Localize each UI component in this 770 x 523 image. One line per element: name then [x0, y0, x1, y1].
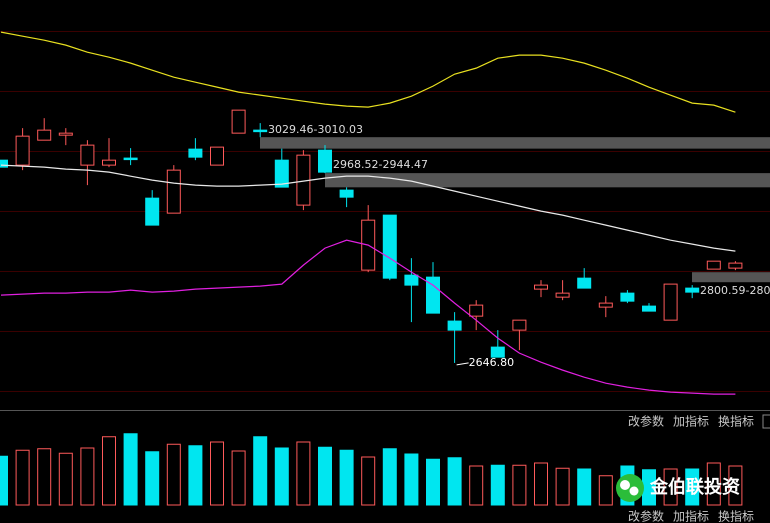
volume-bar: [80, 447, 95, 506]
volume-bar: [231, 450, 246, 506]
volume-bar: [555, 467, 570, 506]
gap-box: [325, 173, 770, 188]
candle-body: [728, 262, 743, 269]
toolbar-box[interactable]: [762, 414, 770, 429]
volume-bar: [426, 458, 440, 506]
candle-body: [642, 305, 656, 312]
candle-body: [166, 169, 181, 214]
volume-bar: [253, 436, 268, 506]
volume-bar: [339, 449, 354, 506]
toolbar-button[interactable]: 换指标: [718, 509, 754, 523]
candle-body: [663, 283, 678, 321]
volume-bar: [447, 457, 462, 506]
watermark-icon: [629, 486, 639, 496]
volume-bar: [512, 464, 527, 506]
gap-box: [692, 272, 770, 283]
candle-body: [577, 277, 592, 289]
candle-body: [555, 292, 570, 298]
volume-bar: [361, 456, 376, 506]
candle-body: [382, 214, 397, 279]
candle-body: [620, 292, 635, 302]
volume-bar: [598, 475, 613, 506]
toolbar-button[interactable]: 换指标: [718, 414, 754, 429]
candle-body: [512, 319, 527, 331]
volume-bar: [0, 455, 8, 506]
toolbar-button[interactable]: 加指标: [673, 509, 709, 523]
moving-average: [0, 239, 736, 395]
watermark: 金伯联投资: [649, 476, 740, 498]
candle-body: [102, 159, 116, 166]
marker-arrow: [456, 362, 469, 366]
volume-bar: [58, 452, 73, 506]
volume-bar: [102, 436, 116, 506]
toolbar-button[interactable]: 改参数: [628, 414, 664, 429]
candle-body: [188, 148, 203, 158]
volume-bar: [296, 441, 311, 506]
candle-body: [123, 157, 138, 161]
candle-body: [685, 287, 700, 293]
volume-bar: [404, 453, 419, 506]
candle-body: [58, 132, 73, 136]
candle-body: [0, 159, 8, 168]
toolbar-button[interactable]: 改参数: [628, 509, 664, 523]
volume-bar: [145, 451, 160, 506]
volume-bar: [728, 465, 743, 506]
low-label: 2646.80: [469, 356, 514, 369]
gap-label: 3029.46-3010.03: [268, 123, 363, 136]
volume-bar: [188, 445, 203, 506]
volume-bar: [469, 465, 484, 506]
candle-body: [447, 320, 462, 331]
volume-bar: [123, 433, 138, 506]
volume-bar: [534, 462, 548, 506]
volume-bar: [490, 464, 505, 506]
candle-body: [706, 260, 721, 270]
toolbar-button[interactable]: 加指标: [673, 414, 709, 429]
volume-bar: [685, 468, 700, 506]
candle-body: [253, 129, 268, 133]
candle-body: [80, 144, 95, 166]
watermark-icon: [616, 474, 644, 502]
candle-body: [37, 129, 52, 141]
gap-box: [260, 137, 770, 149]
candle-body: [490, 346, 505, 358]
watermark-group: 金伯联投资: [616, 474, 740, 502]
candle-body: [210, 146, 224, 166]
volume-bar: [706, 462, 721, 506]
moving-average: [0, 31, 736, 113]
candle-body: [404, 274, 419, 286]
volume-bar: [382, 448, 397, 506]
candle-body: [231, 109, 246, 134]
candle-body: [598, 302, 613, 308]
volume-bar: [318, 446, 332, 506]
candle-body: [469, 304, 484, 317]
volume-bar: [210, 441, 224, 506]
moving-average: [0, 164, 736, 252]
candle-body: [145, 197, 160, 226]
candle-body: [534, 284, 548, 290]
candle-body: [274, 159, 289, 188]
plot: 3029.46-3010.03 2968.52-2944.47 2800.59-28…: [0, 31, 770, 506]
candle-body: [339, 189, 354, 198]
gap-label: 2968.52-2944.47: [333, 158, 428, 171]
gap-label: 2800.59-2800.3: [700, 284, 770, 297]
volume-bar: [577, 468, 592, 506]
candle-body: [15, 135, 30, 166]
candle-body: [318, 149, 332, 173]
candle-body: [426, 276, 440, 314]
volume-bar: [663, 468, 678, 506]
watermark-icon: [620, 480, 630, 490]
volume-bar: [15, 449, 30, 506]
volume-bar: [166, 443, 181, 506]
volume-bar: [37, 448, 52, 506]
volume-bar: [274, 447, 289, 506]
